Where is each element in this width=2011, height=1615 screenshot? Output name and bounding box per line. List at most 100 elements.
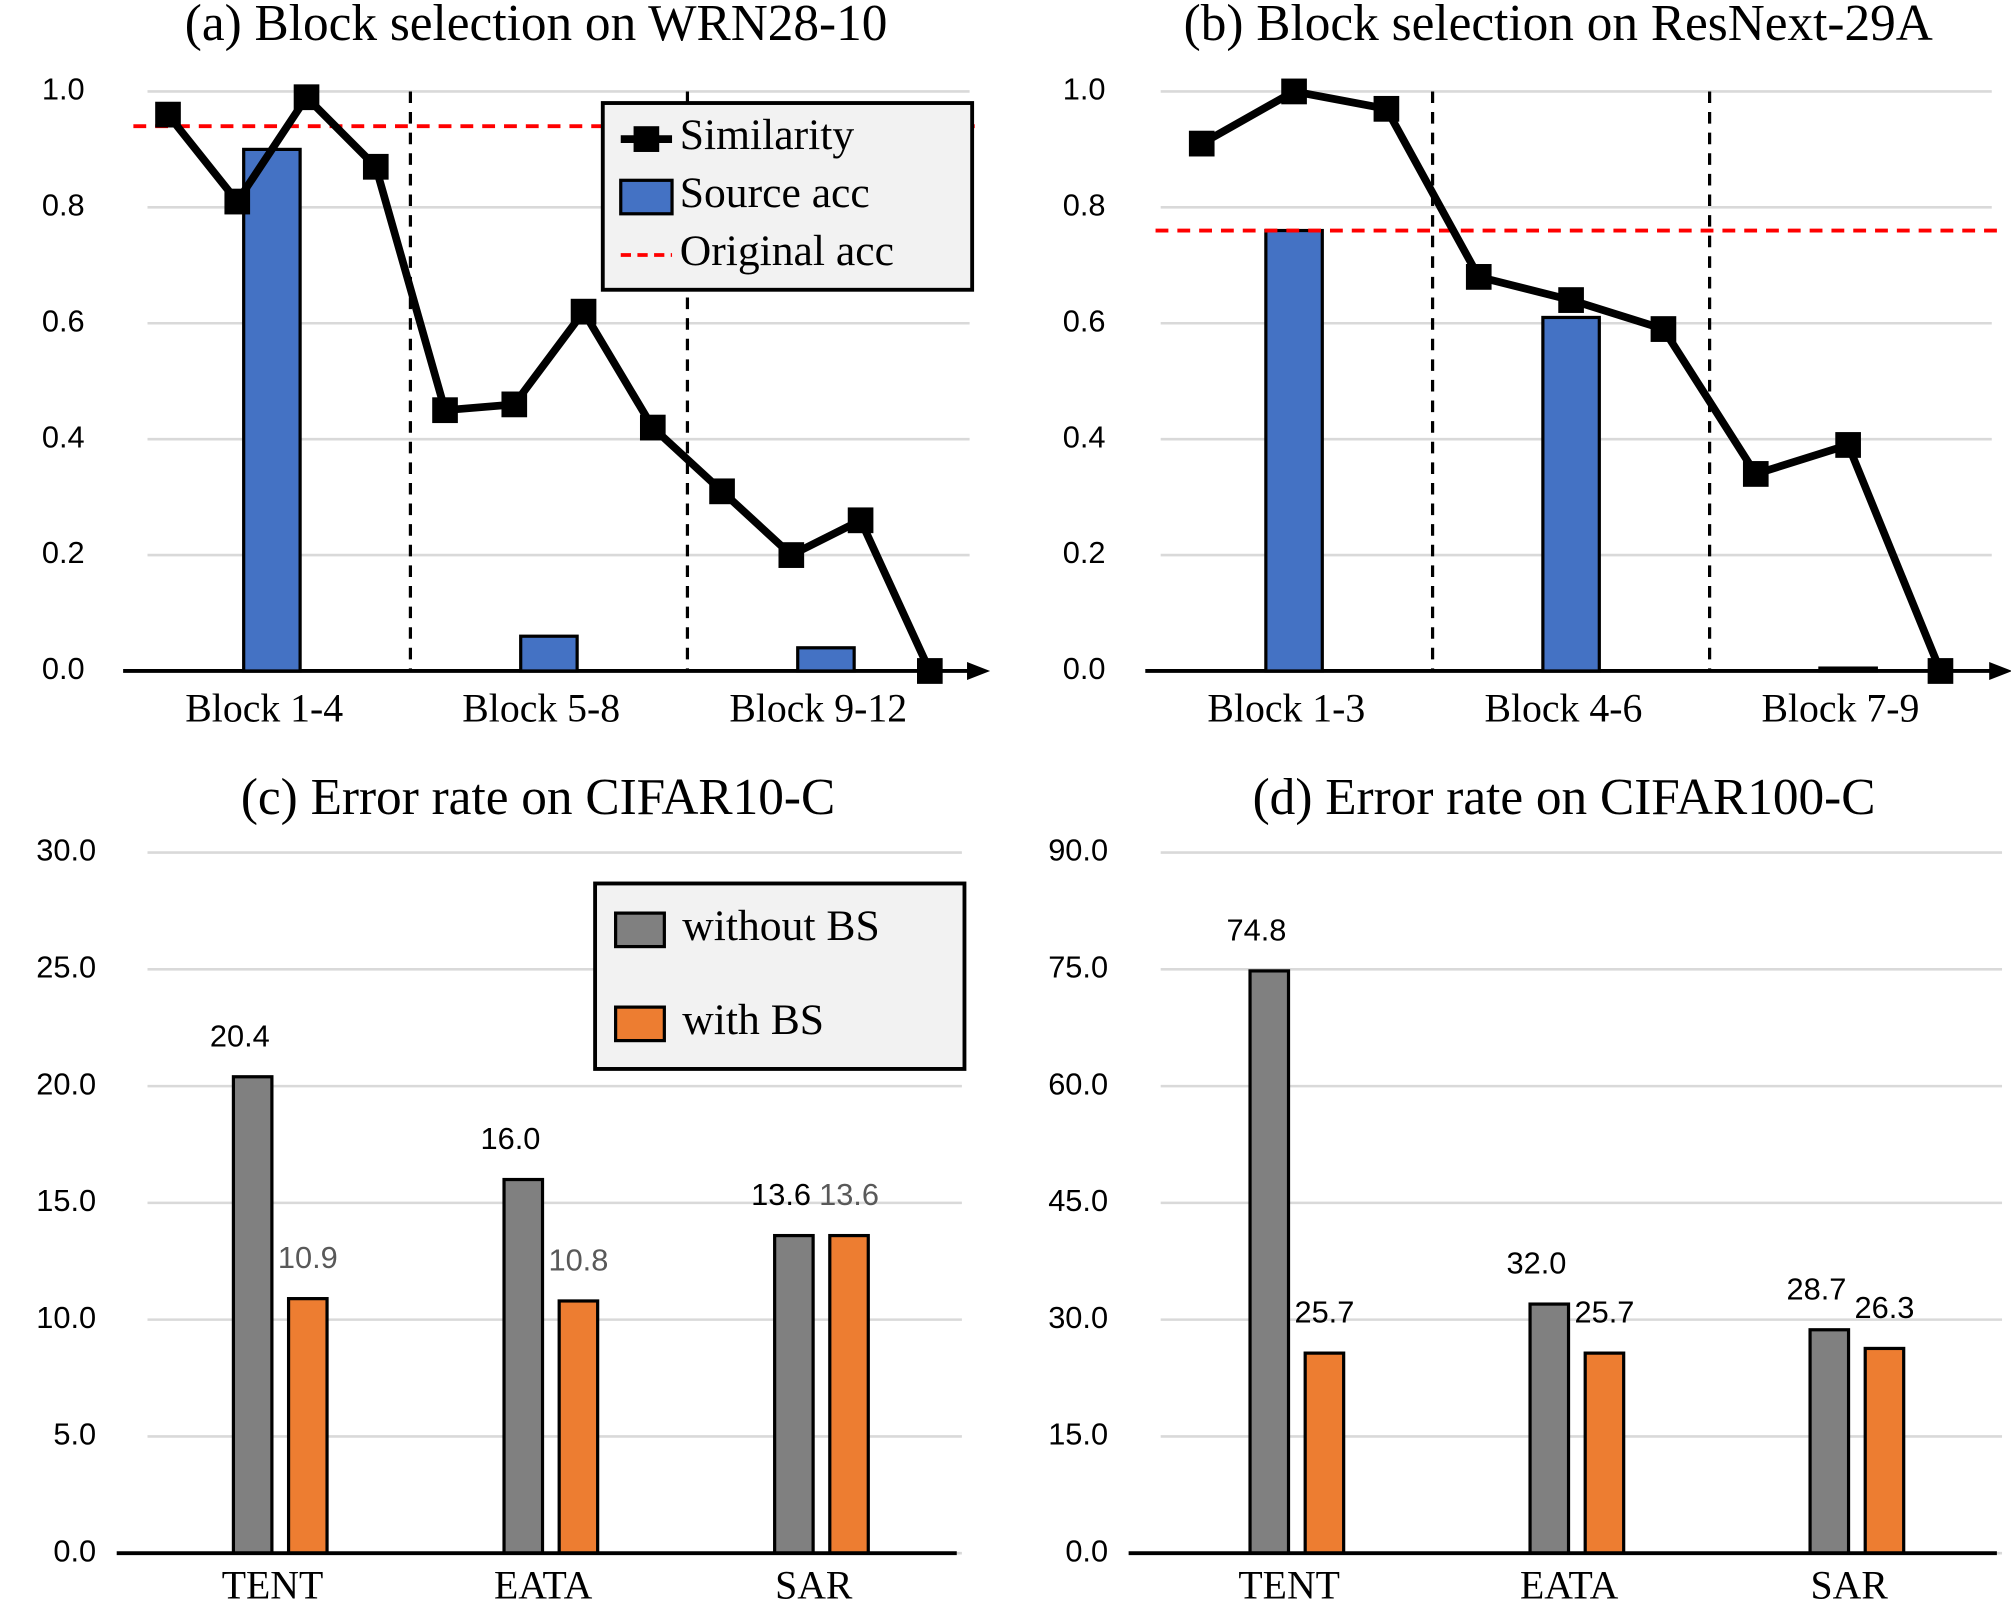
y-tick-label: 90.0 — [1048, 833, 1108, 868]
legend-label: Source acc — [680, 169, 870, 217]
value-label: 10.9 — [278, 1240, 338, 1275]
line-marker — [639, 414, 666, 441]
line-marker — [570, 298, 597, 325]
y-tick-label: 0.2 — [1063, 535, 1106, 570]
line-marker — [501, 391, 528, 418]
y-tick-label: 0.8 — [42, 187, 85, 222]
line-marker — [1188, 130, 1215, 157]
y-tick-label: 15.0 — [36, 1183, 96, 1218]
y-tick-label: 30.0 — [36, 833, 96, 868]
y-tick-label: 0.0 — [1065, 1533, 1108, 1568]
legend-marker — [633, 126, 660, 152]
y-tick-label: 1.0 — [1063, 72, 1106, 107]
bar — [1541, 315, 1601, 673]
legend-box — [600, 101, 975, 292]
legend: without BS with BS — [593, 881, 967, 1071]
line-marker — [847, 507, 874, 534]
y-tick-label: 30.0 — [1048, 1300, 1108, 1335]
line-marker — [917, 658, 943, 684]
bar — [773, 1233, 815, 1555]
chart-title: (c) Error rate on CIFAR10-C — [241, 769, 835, 826]
chart: (a) Block selection on WRN28-10 0.0 0.2 0.4… — [42, 0, 991, 730]
x-tick-label: EATA — [494, 1562, 593, 1607]
bar — [796, 646, 856, 673]
line-marker — [155, 101, 181, 128]
x-tick-label: EATA — [1520, 1562, 1619, 1607]
x-tick-label: SAR — [1811, 1562, 1889, 1607]
y-tick-label: 0.8 — [1063, 187, 1106, 222]
x-tick-label: TENT — [222, 1562, 324, 1607]
bar — [1583, 1351, 1626, 1555]
axis-arrow — [967, 661, 991, 680]
legend-label: with BS — [682, 996, 824, 1044]
legend-label: Similarity — [680, 111, 855, 159]
bar — [1303, 1351, 1346, 1555]
chart: (d) Error rate on CIFAR100-C 0.0 15.0 30.0 4… — [1048, 769, 2003, 1607]
chart: (b) Block selection on ResNext-29A 0.0 0.2… — [1063, 0, 2011, 730]
line-marker — [1650, 316, 1677, 342]
x-tick-label: Block 1-4 — [185, 685, 343, 730]
x-tick-label: Block 7-9 — [1761, 685, 1919, 730]
y-tick-label: 25.0 — [36, 949, 96, 984]
value-label: 20.4 — [210, 1018, 270, 1053]
y-tick-label: 0.6 — [1063, 303, 1106, 338]
legend-swatch — [619, 178, 674, 216]
line-marker — [1558, 287, 1584, 313]
value-label: 26.3 — [1855, 1290, 1915, 1325]
legend-swatch — [614, 911, 666, 949]
y-tick-label: 15.0 — [1048, 1417, 1108, 1452]
y-tick-label: 0.4 — [1063, 419, 1106, 454]
bar — [1863, 1346, 1906, 1555]
x-tick-label: TENT — [1238, 1562, 1340, 1607]
legend-label: without BS — [682, 902, 879, 950]
y-tick-label: 20.0 — [36, 1066, 96, 1101]
bar — [1528, 1302, 1571, 1555]
y-tick-label: 0.4 — [42, 419, 85, 454]
line-marker — [1465, 264, 1492, 290]
value-label: 13.6 — [751, 1177, 811, 1212]
y-tick-label: 0.0 — [53, 1533, 96, 1568]
y-tick-label: 45.0 — [1048, 1183, 1108, 1218]
y-tick-label: 75.0 — [1048, 949, 1108, 984]
x-tick-label: SAR — [775, 1562, 853, 1607]
y-tick-label: 10.0 — [36, 1300, 96, 1335]
y-tick-label: 0.0 — [42, 651, 85, 686]
chart: (c) Error rate on CIFAR10-C 0.0 5.0 10.0 15.… — [36, 769, 967, 1607]
line-marker — [293, 84, 320, 111]
legend: Similarity Source acc Original acc — [600, 101, 975, 292]
value-label: 28.7 — [1787, 1271, 1847, 1306]
value-label: 74.8 — [1227, 912, 1287, 947]
x-tick-label: Block 4-6 — [1484, 685, 1642, 730]
legend-swatch — [614, 1005, 666, 1043]
value-label: 10.8 — [548, 1242, 608, 1277]
y-tick-label: 5.0 — [53, 1417, 96, 1452]
bar — [1808, 1328, 1851, 1555]
chart-title: (d) Error rate on CIFAR100-C — [1253, 769, 1876, 826]
bar — [502, 1177, 545, 1555]
value-label: 25.7 — [1574, 1295, 1634, 1330]
bar — [557, 1299, 600, 1555]
x-tick-label: Block 9-12 — [729, 685, 907, 730]
value-label: 32.0 — [1507, 1246, 1567, 1281]
line-marker — [362, 153, 389, 180]
line-marker — [778, 542, 805, 568]
bar — [519, 634, 579, 673]
bar — [1248, 969, 1291, 1555]
line-marker — [709, 478, 735, 505]
x-tick-label: Block 1-3 — [1207, 685, 1365, 730]
bar — [242, 147, 302, 673]
value-label: 16.0 — [480, 1121, 540, 1156]
y-tick-label: 60.0 — [1048, 1066, 1108, 1101]
legend-label: Original acc — [680, 227, 894, 275]
bar — [286, 1297, 329, 1555]
chart-title: (b) Block selection on ResNext-29A — [1184, 0, 1933, 52]
line-marker — [1927, 658, 1954, 684]
line-marker — [224, 188, 251, 215]
line-marker — [1373, 95, 1400, 122]
bar — [1818, 666, 1878, 673]
y-tick-label: 0.2 — [42, 535, 85, 570]
bar — [1264, 228, 1324, 673]
line-marker — [1281, 78, 1307, 105]
